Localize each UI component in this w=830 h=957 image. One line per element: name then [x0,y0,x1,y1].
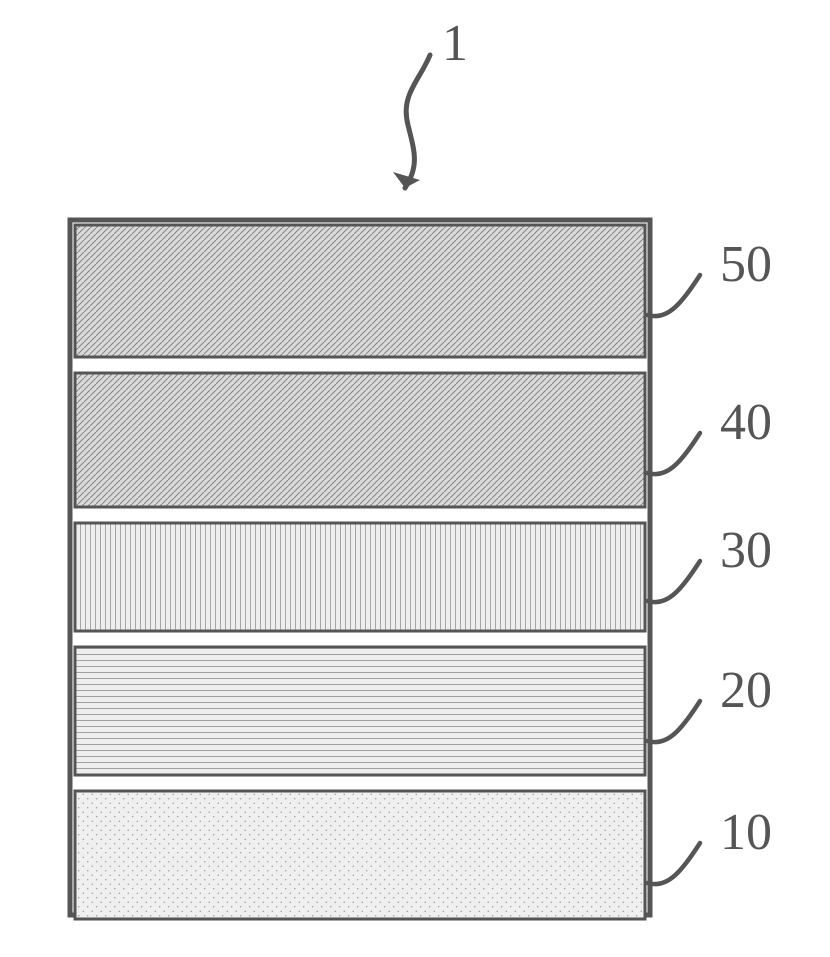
layer-10-leader [648,843,701,884]
layer-20-leader [648,701,701,742]
diagram-title-label: 1 [442,15,468,72]
layer-20 [75,647,645,775]
layer-30-label: 30 [720,522,772,579]
title-arrow-head [393,172,420,188]
layer-50-label: 50 [720,236,772,293]
layer-20-label: 20 [720,662,772,719]
title-arrow-shaft [405,55,430,188]
layer-stack-diagram: 1 50 40 30 20 10 [0,0,830,957]
layer-10-label: 10 [720,804,772,861]
layer-50 [75,225,645,357]
layer-10 [75,791,645,919]
layer-40 [75,373,645,507]
layer-50-leader [648,275,701,316]
layer-30-leader [648,561,701,602]
layer-40-leader [648,433,701,474]
layer-30 [75,523,645,631]
layer-40-label: 40 [720,394,772,451]
